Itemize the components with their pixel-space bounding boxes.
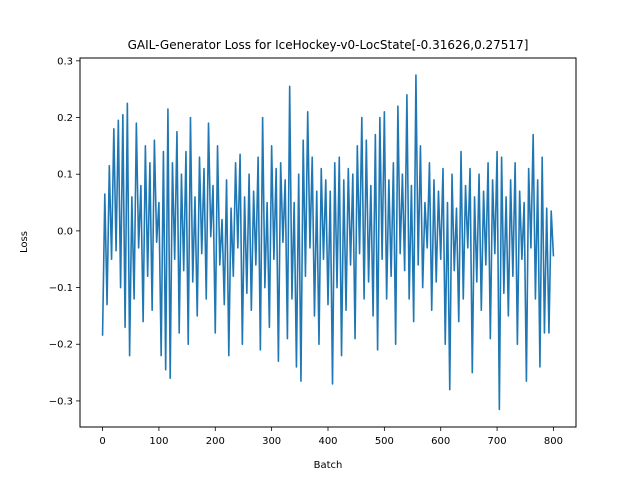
x-tick-label: 0 (99, 436, 105, 447)
x-tick-label: 800 (544, 436, 563, 447)
loss-series-line (101, 74, 555, 411)
x-tick-label: 500 (375, 436, 394, 447)
x-tick-label: 200 (206, 436, 225, 447)
x-tick-label: 300 (262, 436, 281, 447)
x-tick-label: 700 (488, 436, 507, 447)
y-axis-ticks: −0.3 −0.2 −0.1 0.0 0.1 0.2 0.3 (49, 56, 80, 407)
x-tick-label: 100 (149, 436, 168, 447)
x-tick-label: 600 (431, 436, 450, 447)
y-tick-label: 0.1 (57, 170, 73, 181)
y-tick-label: 0.2 (57, 113, 73, 124)
chart-title: GAIL-Generator Loss for IceHockey-v0-Loc… (128, 38, 529, 52)
x-axis-ticks: 0 100 200 300 400 500 600 700 800 (99, 427, 563, 447)
y-tick-label: −0.1 (49, 283, 73, 294)
y-tick-label: −0.2 (49, 340, 73, 351)
y-tick-label: 0.0 (57, 226, 73, 237)
x-tick-label: 400 (318, 436, 337, 447)
y-axis-label: Loss (19, 231, 30, 253)
x-axis-label: Batch (314, 460, 343, 471)
y-tick-label: 0.3 (57, 56, 73, 67)
y-tick-label: −0.3 (49, 396, 73, 407)
